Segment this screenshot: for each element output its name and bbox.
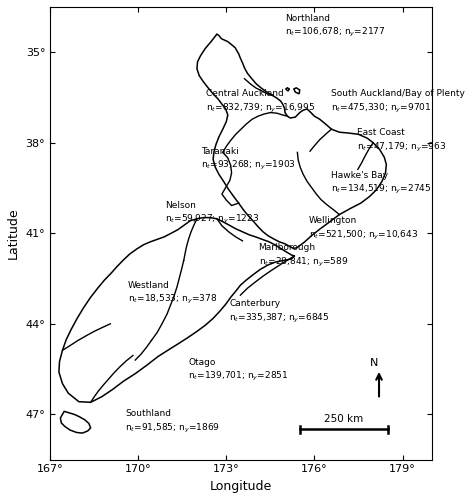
Text: Southland
n$_t$=91,585; n$_y$=1869: Southland n$_t$=91,585; n$_y$=1869 [125, 409, 220, 434]
Text: Wellington
n$_t$=521,500; n$_y$=10,643: Wellington n$_t$=521,500; n$_y$=10,643 [309, 216, 418, 242]
Text: Taranaki
n$_t$=93,268; n$_y$=1903: Taranaki n$_t$=93,268; n$_y$=1903 [201, 146, 296, 172]
Text: Central Auckland
n$_t$=832,739; n$_y$=16,995: Central Auckland n$_t$=832,739; n$_y$=16… [206, 89, 315, 115]
Text: Canterbury
n$_t$=335,387; n$_y$=6845: Canterbury n$_t$=335,387; n$_y$=6845 [229, 299, 330, 324]
Text: N: N [370, 358, 378, 368]
Text: 250 km: 250 km [324, 414, 363, 424]
Polygon shape [60, 412, 91, 433]
Polygon shape [197, 34, 386, 248]
Polygon shape [59, 218, 294, 402]
Text: Northland
n$_t$=106,678; n$_y$=2177: Northland n$_t$=106,678; n$_y$=2177 [285, 14, 386, 40]
Polygon shape [285, 88, 289, 91]
Text: Hawke's Bay
n$_t$=134,519; n$_y$=2745: Hawke's Bay n$_t$=134,519; n$_y$=2745 [331, 170, 431, 196]
Text: South Auckland/Bay of Plenty
n$_t$=475,330; n$_y$=9701: South Auckland/Bay of Plenty n$_t$=475,3… [331, 89, 465, 115]
Y-axis label: Latitude: Latitude [7, 208, 20, 259]
Text: East Coast
n$_t$=47,179; n$_y$=963: East Coast n$_t$=47,179; n$_y$=963 [357, 128, 446, 154]
Text: Nelson
n$_t$=59,927; n$_y$=1223: Nelson n$_t$=59,927; n$_y$=1223 [165, 201, 259, 226]
Text: Westland
n$_t$=18,533; n$_y$=378: Westland n$_t$=18,533; n$_y$=378 [128, 281, 217, 306]
Text: Marlborough
n$_t$=28,841; n$_y$=589: Marlborough n$_t$=28,841; n$_y$=589 [258, 243, 348, 268]
Text: Otago
n$_t$=139,701; n$_y$=2851: Otago n$_t$=139,701; n$_y$=2851 [188, 358, 289, 384]
X-axis label: Longitude: Longitude [210, 480, 272, 493]
Polygon shape [294, 88, 300, 94]
